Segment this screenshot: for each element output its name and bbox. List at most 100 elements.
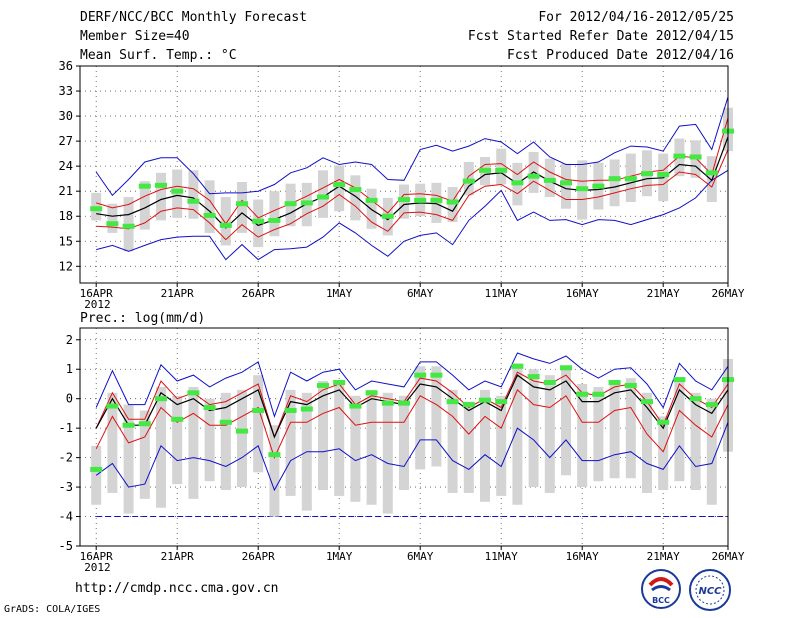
max-line (96, 169, 729, 261)
observed-marker (300, 200, 313, 206)
ensemble-box (172, 169, 183, 218)
ensemble-box (318, 381, 328, 491)
ensemble-box (237, 182, 247, 233)
ensemble-box (204, 398, 215, 482)
ensemble-box (642, 392, 652, 493)
ensemble-box (382, 392, 393, 514)
ensemble-box (658, 416, 669, 491)
observed-marker (657, 172, 670, 177)
observed-marker (592, 391, 605, 397)
upper-std-line (96, 117, 729, 225)
observed-marker (414, 372, 427, 378)
ensemble-box (706, 398, 717, 505)
ensemble-mean-line (95, 374, 729, 439)
observed-marker (689, 396, 702, 402)
ensemble-box (447, 389, 458, 493)
x-tick-label: 26MAY (711, 287, 744, 300)
ensemble-box (204, 180, 215, 233)
min-line (95, 422, 729, 492)
y-tick-label: -4 (59, 510, 73, 524)
chart-title: DERF/NCC/BCC Monthly Forecast (80, 10, 307, 25)
y-tick-label: 36 (59, 59, 73, 73)
observed-marker (268, 217, 281, 223)
member-size: Member Size=40 (80, 29, 190, 44)
observed-marker (219, 222, 232, 228)
observed-marker (560, 365, 572, 371)
ensemble-box (463, 161, 474, 196)
ensemble-box (269, 191, 280, 237)
observed-marker (479, 167, 491, 173)
observed-marker (106, 403, 119, 409)
ensemble-mean-line (96, 136, 729, 229)
variable-label: Mean Surf. Temp.: °C (80, 48, 237, 63)
produced-date: Fcst Produced Date 2012/04/16 (507, 48, 734, 63)
observed-marker (430, 197, 443, 203)
ncc-logo: NCC (689, 569, 731, 611)
ensemble-box (350, 395, 361, 502)
observed-marker (705, 402, 718, 408)
ensemble-box (123, 404, 134, 514)
plot-frame (79, 65, 729, 284)
observed-marker (171, 416, 184, 422)
ensemble-box (431, 182, 442, 223)
x-tick-label: 16APR (80, 287, 113, 300)
ensemble-box (609, 159, 620, 207)
observed-marker (381, 400, 394, 406)
observed-marker (333, 380, 346, 385)
x-tick-label: 1MAY (326, 287, 353, 300)
observed-marker (446, 399, 459, 405)
source-url[interactable]: http://cmdp.ncc.cma.gov.cn (75, 581, 279, 596)
observed-marker (689, 154, 702, 160)
ensemble-box (156, 386, 166, 508)
observed-marker (317, 194, 329, 200)
plot-frame (79, 327, 729, 547)
y-tick-label: 24 (59, 159, 73, 173)
observed-marker (365, 390, 378, 396)
ensemble-box (674, 378, 685, 482)
observed-marker (138, 183, 151, 189)
y-tick-label: -5 (59, 539, 73, 553)
ensemble-box (107, 203, 118, 233)
ensemble-box (334, 165, 345, 212)
ensemble-box (561, 163, 571, 209)
x-tick-label: 16APR (80, 550, 113, 563)
observed-marker (624, 382, 637, 388)
observed-marker (203, 405, 216, 411)
observed-marker (187, 198, 200, 204)
observed-marker (268, 452, 281, 458)
ncc-logo-text: NCC (698, 586, 722, 597)
x-tick-label: 26MAY (711, 550, 744, 563)
observed-marker (155, 182, 167, 188)
observed-marker (527, 173, 540, 179)
ensemble-box (350, 175, 361, 221)
ensemble-box (220, 197, 231, 246)
observed-marker (317, 382, 329, 388)
observed-marker (673, 153, 686, 159)
observed-marker (122, 422, 135, 428)
ensemble-box (415, 366, 426, 470)
observed-marker (90, 466, 103, 472)
lower-std-line (95, 389, 729, 459)
min-line (95, 96, 729, 197)
observed-marker (333, 182, 346, 188)
x-tick-label: 16MAY (566, 550, 599, 563)
observed-marker (446, 199, 459, 205)
ensemble-box (334, 381, 345, 496)
observed-marker (592, 183, 605, 189)
ensemble-box (269, 425, 280, 517)
observed-marker (479, 397, 491, 403)
ensemble-box (496, 395, 507, 496)
ensemble-box (577, 383, 588, 488)
x-tick-label: 1MAY (326, 550, 353, 563)
ensemble-box (544, 158, 555, 198)
observed-marker (398, 400, 410, 406)
ensemble-box (318, 170, 328, 218)
ensemble-box (285, 389, 296, 496)
observed-marker (284, 201, 297, 207)
lower-std-line (96, 149, 729, 241)
ensemble-box (690, 392, 701, 491)
observed-marker (187, 390, 200, 396)
observed-marker (155, 396, 167, 402)
observed-marker (543, 177, 556, 183)
